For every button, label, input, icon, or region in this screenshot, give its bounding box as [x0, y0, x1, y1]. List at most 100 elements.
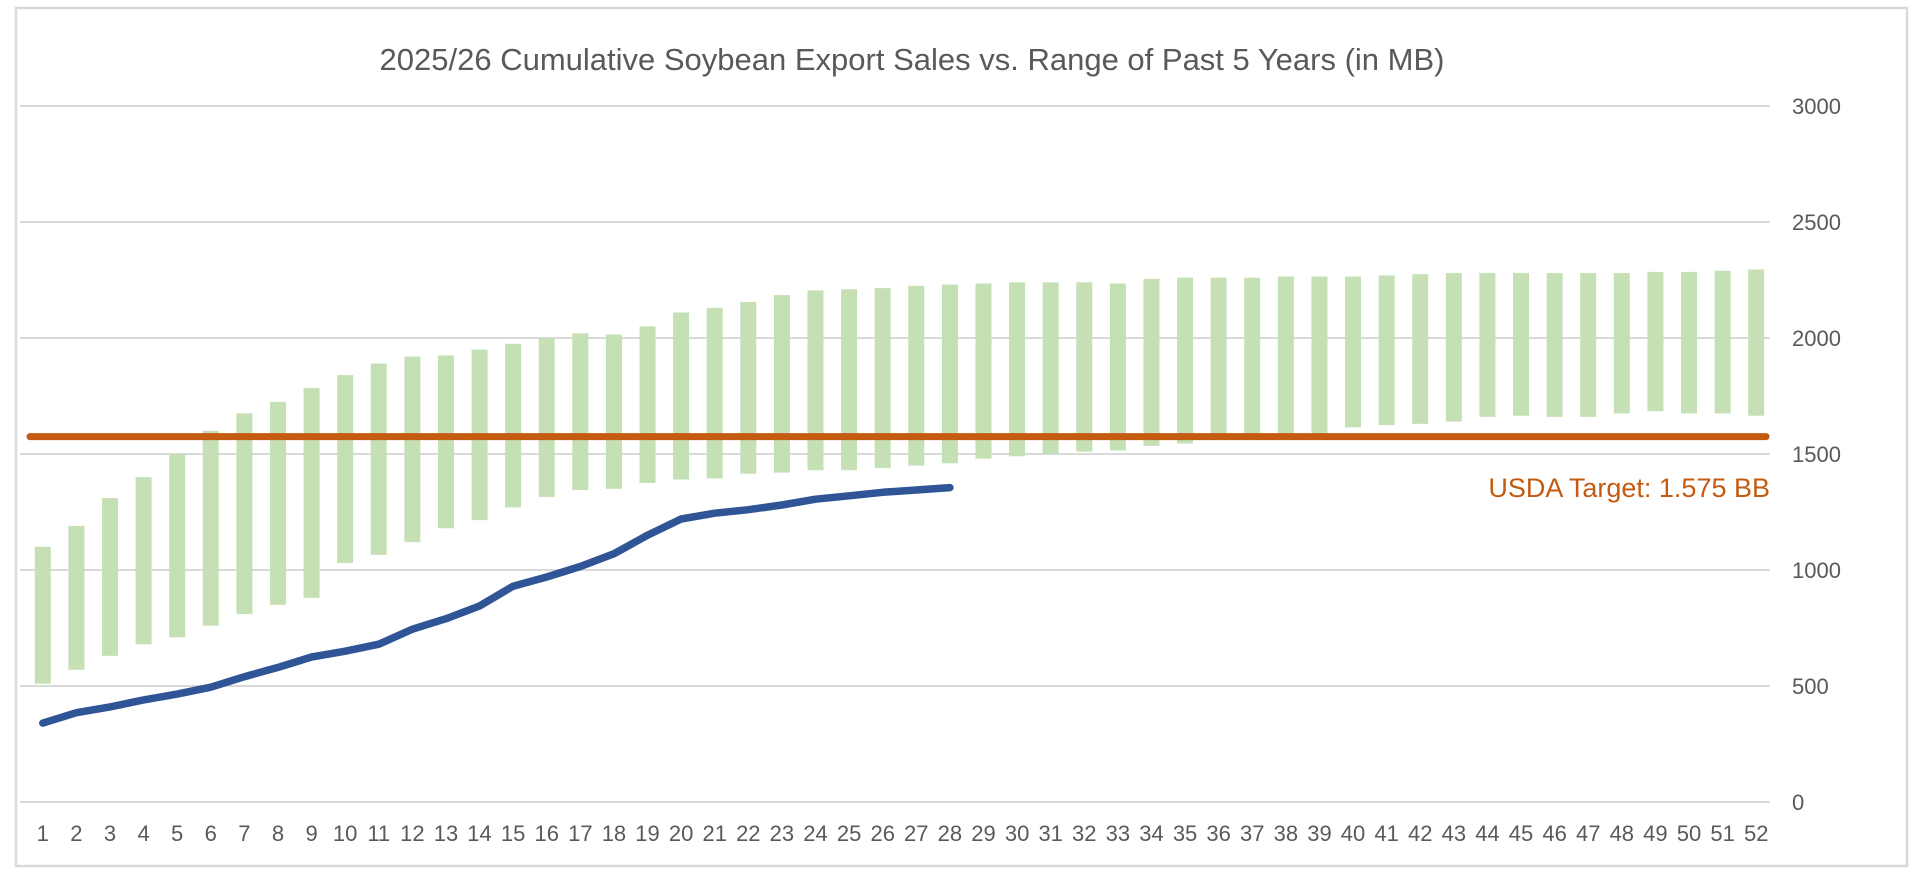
range-bar [1210, 277, 1227, 437]
range-bar [908, 285, 925, 466]
range-bar [135, 477, 152, 645]
range-bar [1681, 271, 1698, 414]
range-bar [807, 290, 824, 471]
range-bar [1076, 282, 1093, 452]
x-axis-tick-label: 38 [1274, 821, 1298, 846]
x-axis-tick-label: 33 [1106, 821, 1130, 846]
range-bars-layer [34, 269, 1765, 684]
y-axis-tick-label: 3000 [1792, 94, 1841, 119]
x-axis-tick-label: 18 [602, 821, 626, 846]
x-axis-tick-label: 48 [1610, 821, 1634, 846]
range-bar [1513, 273, 1530, 416]
x-axis-tick-label: 46 [1542, 821, 1566, 846]
range-bar [404, 356, 421, 543]
range-bar [740, 302, 757, 474]
x-axis-tick-label: 6 [205, 821, 217, 846]
x-axis-tick-label: 52 [1744, 821, 1768, 846]
x-axis-tick-label: 4 [137, 821, 149, 846]
range-bar [68, 525, 85, 670]
y-axis-tick-label: 1500 [1792, 442, 1841, 467]
x-axis-tick-label: 11 [367, 821, 390, 846]
range-bar [1647, 271, 1664, 412]
range-bar [605, 334, 622, 489]
x-axis-tick-label: 5 [171, 821, 183, 846]
range-bar [841, 289, 858, 471]
x-axis-tick-label: 10 [333, 821, 357, 846]
x-axis-tick-label: 40 [1341, 821, 1365, 846]
x-axis-tick-label: 23 [770, 821, 794, 846]
x-axis-tick-label: 28 [938, 821, 962, 846]
x-axis-tick-label: 26 [870, 821, 894, 846]
x-axis-tick-label: 37 [1240, 821, 1264, 846]
x-axis-tick-label: 21 [702, 821, 726, 846]
x-axis-tick-label: 34 [1139, 821, 1163, 846]
range-bar [572, 333, 589, 490]
range-bar [975, 283, 992, 459]
x-axis-tick-label: 7 [238, 821, 250, 846]
x-axis-tick-label: 43 [1442, 821, 1466, 846]
range-bar [337, 375, 354, 564]
range-bar [538, 338, 555, 497]
range-bar [1580, 273, 1597, 417]
x-axis-tick-label: 3 [104, 821, 116, 846]
chart-border [14, 6, 1909, 868]
y-axis-tick-label: 500 [1792, 674, 1829, 699]
x-axis-tick-label: 45 [1509, 821, 1533, 846]
x-axis-tick-label: 8 [272, 821, 284, 846]
x-axis-tick-label: 17 [568, 821, 592, 846]
x-axis-tick-label: 31 [1038, 821, 1062, 846]
x-axis-tick-label: 14 [467, 821, 491, 846]
x-axis-tick-label: 22 [736, 821, 760, 846]
chart-title: 2025/26 Cumulative Soybean Export Sales … [380, 42, 1445, 77]
x-axis-tick-label: 29 [971, 821, 995, 846]
range-bar [1748, 269, 1765, 416]
range-bar [1042, 282, 1059, 454]
range-bar [169, 454, 186, 638]
x-axis-tick-label: 32 [1072, 821, 1096, 846]
range-bar [874, 288, 891, 468]
y-axis-tick-label: 2000 [1792, 326, 1841, 351]
y-axis-tick-label: 0 [1792, 790, 1804, 815]
current-season-line [39, 483, 954, 727]
x-axis-tick-label: 39 [1307, 821, 1331, 846]
range-bar [1613, 273, 1630, 414]
range-bar [673, 312, 690, 480]
x-axis-tick-label: 15 [501, 821, 525, 846]
x-axis-tick-label: 35 [1173, 821, 1197, 846]
usda-target-label: USDA Target: 1.575 BB [1488, 473, 1770, 503]
x-axis-tick-label: 1 [37, 821, 49, 846]
x-axis-tick-label: 30 [1005, 821, 1029, 846]
x-axis-tick-label: 49 [1643, 821, 1667, 846]
x-axis-tick-label: 19 [635, 821, 659, 846]
range-bar [941, 284, 958, 464]
x-axis-tick-label: 50 [1677, 821, 1701, 846]
range-bar [1412, 274, 1429, 424]
x-axis-tick-label: 47 [1576, 821, 1600, 846]
range-bar [101, 498, 118, 656]
series-lines-layer [26, 433, 1770, 727]
x-axis-tick-label: 36 [1206, 821, 1230, 846]
x-axis-tick-label: 12 [400, 821, 424, 846]
range-bar [1714, 270, 1731, 414]
x-axis-tick-label: 44 [1475, 821, 1499, 846]
range-bar [706, 307, 723, 479]
y-axis-tick-label: 2500 [1792, 210, 1841, 235]
range-bar [202, 430, 219, 626]
range-bar [236, 413, 253, 615]
range-bar [1311, 276, 1328, 436]
range-bar [1244, 277, 1261, 437]
x-axis-tick-label: 13 [434, 821, 458, 846]
x-axis-tick-label: 16 [534, 821, 558, 846]
range-bar [1277, 276, 1294, 437]
range-bar [437, 355, 454, 529]
x-axis-tick-label: 9 [305, 821, 317, 846]
x-axis-tick-label: 42 [1408, 821, 1432, 846]
range-bar [1378, 275, 1395, 425]
x-axis-tick-label: 2 [70, 821, 82, 846]
range-bar [1546, 273, 1563, 417]
x-axis-tick-label: 51 [1710, 821, 1734, 846]
range-bar [773, 295, 790, 473]
range-bar [1009, 282, 1026, 457]
x-axis-tick-label: 27 [904, 821, 928, 846]
